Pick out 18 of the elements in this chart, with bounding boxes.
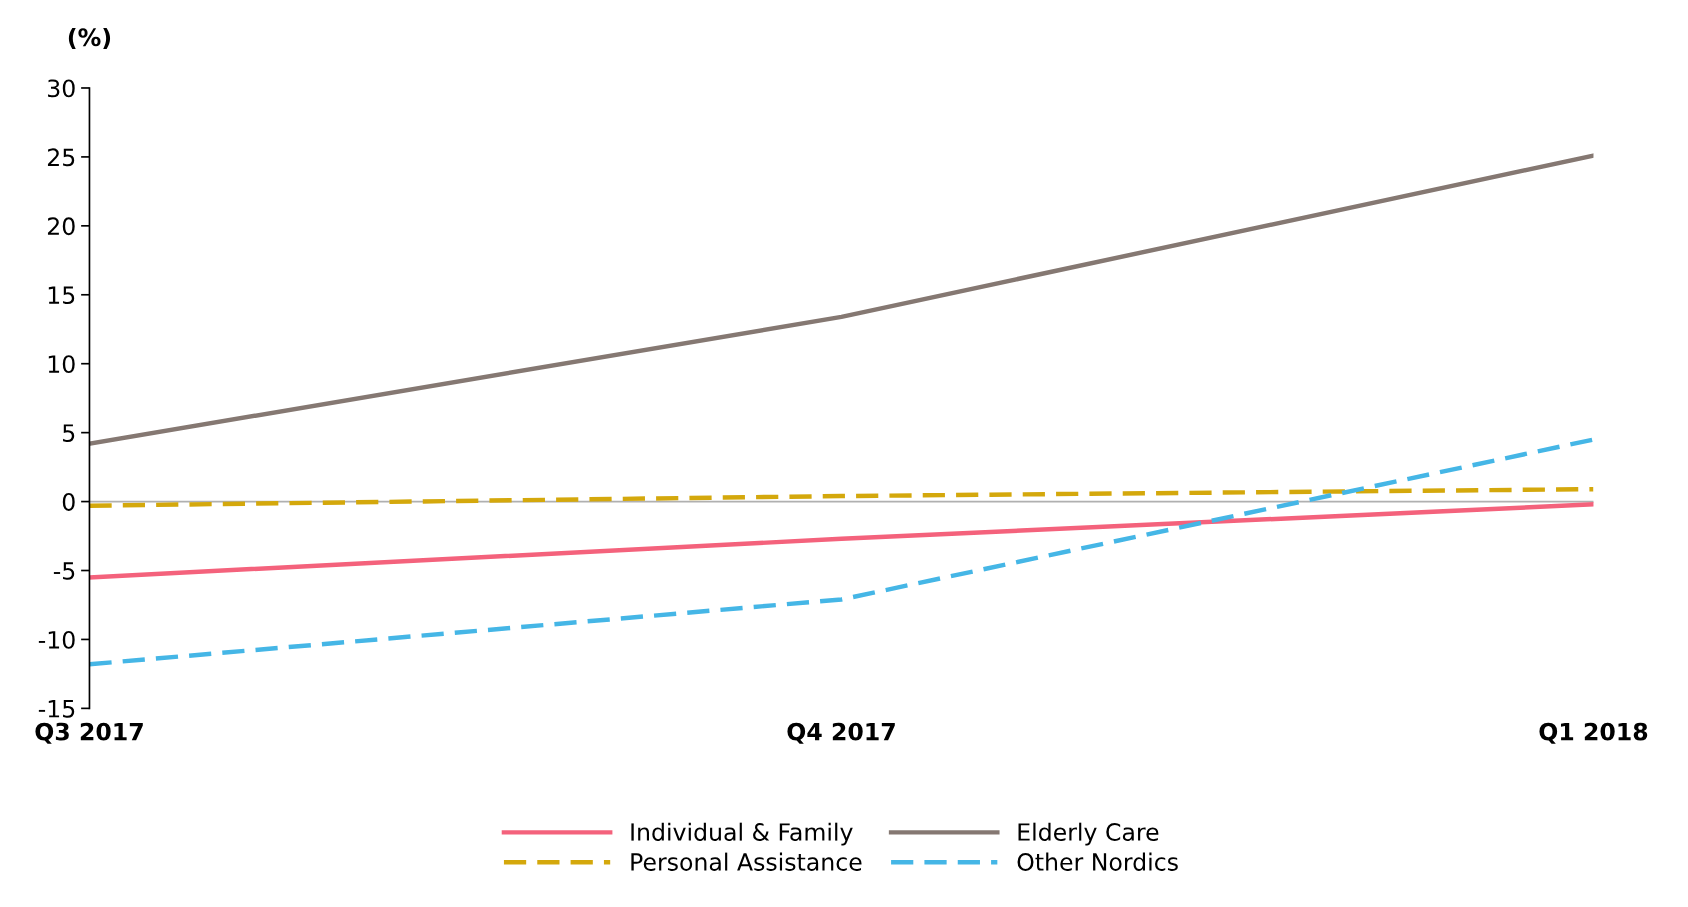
legend-label: Personal Assistance [631,852,862,871]
y-tick-label: 20 [47,217,75,236]
y-axis-title: (%) [68,27,111,49]
y-tick-label: -10 [38,630,75,649]
y-tick-label: 0 [62,493,75,511]
y-tick-label: 25 [47,148,75,167]
y-tick-label: 30 [48,79,75,98]
y-tick-label: 10 [48,355,75,374]
x-tick-label: Q4 2017 [787,722,895,744]
y-tick-label: 15 [48,286,75,305]
y-tick-label: -15 [38,700,75,718]
legend-label: Individual & Family [631,822,853,846]
x-tick-label: Q3 2017 [35,722,143,744]
y-tick-label: -5 [53,562,75,580]
legend-label: Other Nordics [1017,852,1178,871]
y-tick-label: 5 [63,424,75,442]
legend-label: Elderly Care [1018,822,1159,846]
x-tick-label: Q1 2018 [1539,722,1648,744]
